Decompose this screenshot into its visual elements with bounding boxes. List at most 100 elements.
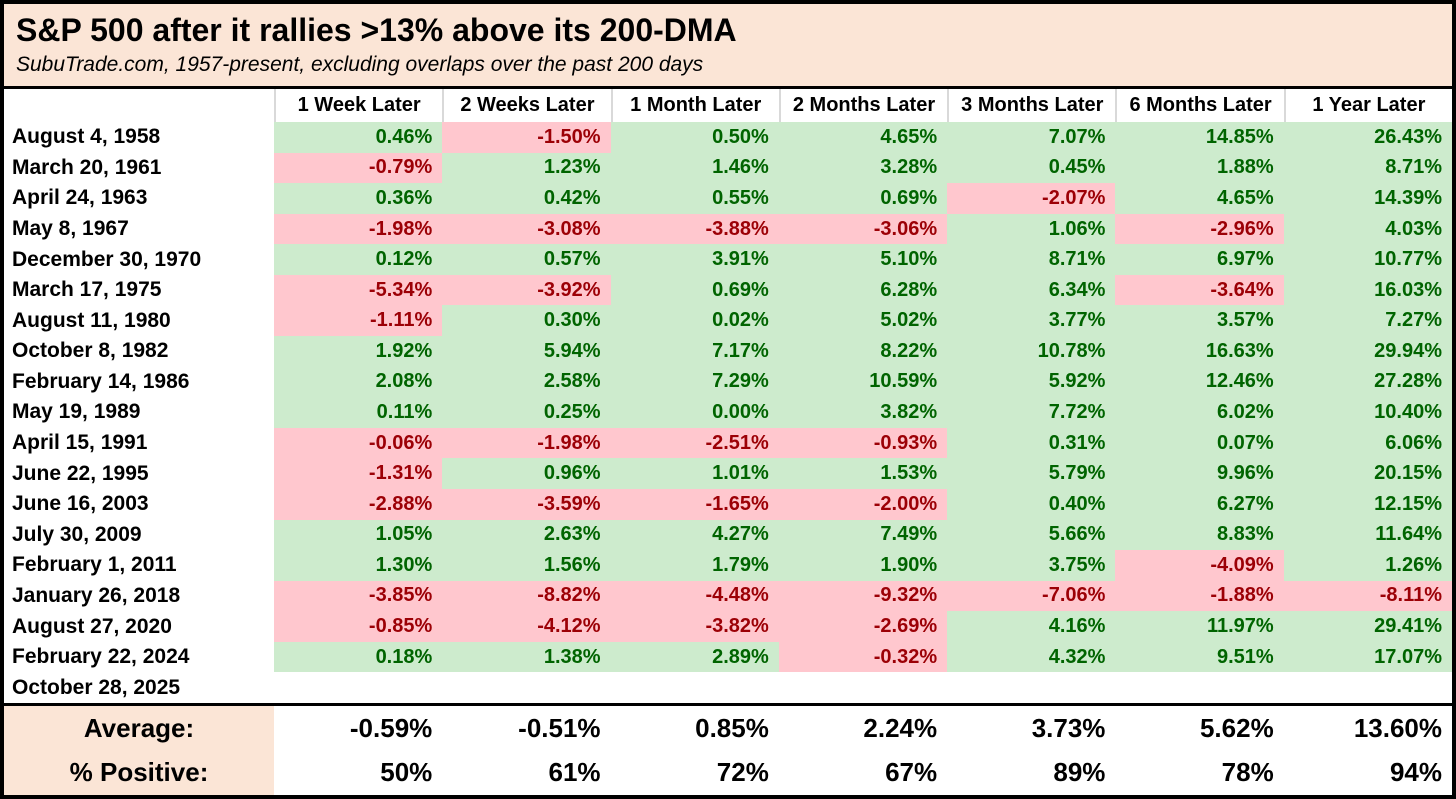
pct-positive-value: 94% <box>1389 757 1442 788</box>
value-cell: 5.10% <box>778 244 948 275</box>
value-cell: 4.65% <box>1115 183 1284 214</box>
value-cell: -3.85% <box>274 580 443 612</box>
value-cell: -1.31% <box>274 458 443 489</box>
value-cell: 0.45% <box>947 152 1116 184</box>
value-cell: 0.18% <box>274 641 443 673</box>
value-cell: 29.94% <box>1283 336 1452 367</box>
value-cell: 3.91% <box>610 244 779 275</box>
value-cell: -1.88% <box>1115 580 1284 612</box>
value-cell: 2.58% <box>442 366 611 398</box>
value-cell: 5.79% <box>947 458 1116 489</box>
row-date: August 4, 1958 <box>4 122 274 153</box>
value-cell: 10.77% <box>1283 244 1452 275</box>
average-value: 2.24% <box>863 712 938 743</box>
value-cell: -0.32% <box>778 641 948 673</box>
value-cell: -1.50% <box>442 122 611 153</box>
value-cell: 7.17% <box>610 336 779 367</box>
row-date: March 17, 1975 <box>4 274 274 306</box>
value-cell: 4.27% <box>610 519 779 551</box>
value-cell: 5.92% <box>947 366 1116 398</box>
value-cell: -1.65% <box>610 488 779 520</box>
value-cell: 2.08% <box>274 366 443 398</box>
row-date: February 14, 1986 <box>4 366 274 398</box>
row-date: June 16, 2003 <box>4 488 274 520</box>
value-cell: -3.59% <box>442 488 611 520</box>
value-cell: 8.22% <box>778 336 948 367</box>
average-value: -0.51% <box>518 712 601 743</box>
average-value: -0.59% <box>349 712 433 743</box>
value-cell: 6.06% <box>1283 427 1452 459</box>
row-date: April 15, 1991 <box>4 427 274 459</box>
value-cell: -1.98% <box>442 427 611 459</box>
value-cell: -3.88% <box>610 213 779 245</box>
pct-positive-value: 61% <box>548 757 601 788</box>
row-date: June 22, 1995 <box>4 458 274 489</box>
value-cell: -2.00% <box>778 488 948 520</box>
table-body: August 4, 1958 0.46% -1.50% 0.50% 4.65% 7.07%… <box>4 122 1452 703</box>
value-cell: 0.36% <box>274 183 443 214</box>
value-cell: -4.48% <box>610 580 779 612</box>
value-cell: 1.56% <box>442 550 611 581</box>
pct-positive-value: 89% <box>1053 757 1106 788</box>
average-value: 0.85% <box>695 712 769 743</box>
value-cell: 1.30% <box>274 550 443 581</box>
value-cell: -4.12% <box>442 611 611 642</box>
value-cell: 2.89% <box>610 641 779 673</box>
row-date: April 24, 1963 <box>4 183 274 214</box>
column-header-7: 1 Year Later <box>1283 89 1452 122</box>
value-cell: 8.83% <box>1115 519 1284 551</box>
value-cell: 14.39% <box>1283 183 1452 214</box>
value-cell: 6.97% <box>1115 244 1284 275</box>
value-cell: 0.40% <box>947 488 1116 520</box>
value-cell: 4.65% <box>778 122 948 153</box>
value-cell: 4.32% <box>947 641 1116 673</box>
row-date: February 1, 2011 <box>4 550 274 581</box>
value-cell: 0.07% <box>1115 427 1284 459</box>
value-cell: 16.03% <box>1283 274 1452 306</box>
value-cell: 3.77% <box>947 305 1116 337</box>
table-header-row: 1 Week Later 2 Weeks Later 1 Month Later 2 … <box>4 89 1452 122</box>
value-cell: 1.53% <box>778 458 948 489</box>
pct-positive-value: 78% <box>1221 757 1274 788</box>
column-header-5: 3 Months Later <box>947 89 1115 122</box>
empty-cell <box>442 672 611 703</box>
corner-cell <box>4 89 274 122</box>
average-value: 5.62% <box>1199 712 1274 743</box>
row-date: August 11, 1980 <box>4 305 274 337</box>
value-cell: 8.71% <box>947 244 1116 275</box>
value-cell: 4.03% <box>1283 213 1452 245</box>
value-cell: -3.92% <box>442 274 611 306</box>
row-date: December 30, 1970 <box>4 244 274 275</box>
value-cell: 11.97% <box>1115 611 1284 642</box>
value-cell: 2.63% <box>442 519 611 551</box>
value-cell: 29.41% <box>1283 611 1452 642</box>
row-date: October 28, 2025 <box>4 672 274 703</box>
value-cell: 3.82% <box>778 397 948 428</box>
column-header-6: 6 Months Later <box>1115 89 1283 122</box>
row-date: July 30, 2009 <box>4 519 274 551</box>
value-cell: 8.71% <box>1283 152 1452 184</box>
pct-positive-value: 67% <box>885 757 938 788</box>
value-cell: -4.09% <box>1115 550 1284 581</box>
value-cell: 1.79% <box>610 550 779 581</box>
value-cell: 7.72% <box>947 397 1116 428</box>
value-cell: 1.46% <box>610 152 779 184</box>
value-cell: -3.82% <box>610 611 779 642</box>
value-cell: 0.57% <box>442 244 611 275</box>
value-cell: 9.51% <box>1115 641 1284 673</box>
value-cell: 0.46% <box>274 122 443 153</box>
value-cell: 10.59% <box>778 366 948 398</box>
value-cell: 26.43% <box>1283 122 1452 153</box>
empty-cell <box>610 672 779 703</box>
value-cell: 1.90% <box>778 550 948 581</box>
value-cell: 3.28% <box>778 152 948 184</box>
value-cell: -0.79% <box>274 152 443 184</box>
value-cell: 1.92% <box>274 336 443 367</box>
value-cell: 3.57% <box>1115 305 1284 337</box>
row-date: May 8, 1967 <box>4 213 274 245</box>
value-cell: 9.96% <box>1115 458 1284 489</box>
value-cell: 7.27% <box>1283 305 1452 337</box>
column-header-4: 2 Months Later <box>778 89 947 122</box>
value-cell: 1.05% <box>274 519 443 551</box>
